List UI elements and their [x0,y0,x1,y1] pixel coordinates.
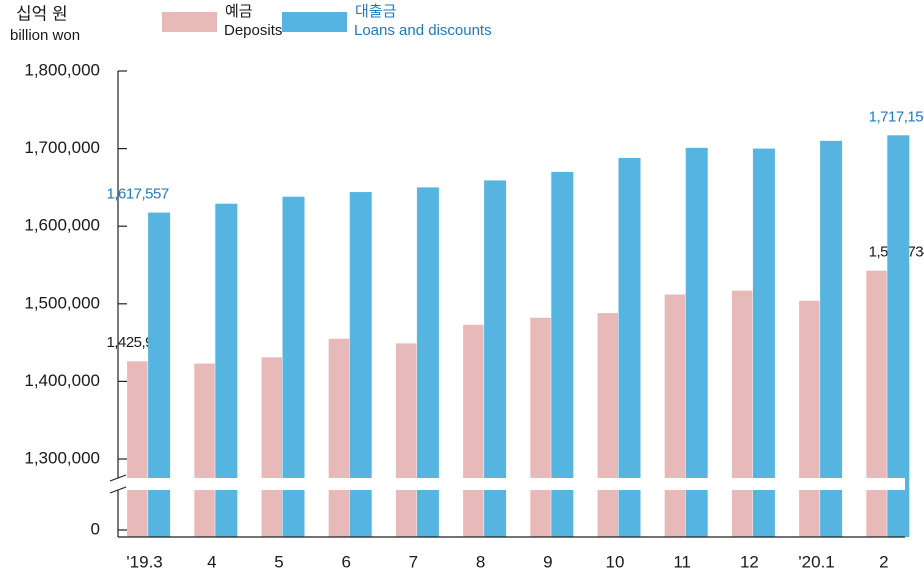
x-tick-label: 10 [606,552,625,571]
x-tick-label: 6 [341,552,350,571]
bar [597,313,618,537]
bar [148,212,171,537]
x-tick-label: '20.1 [798,552,834,571]
y-tick-label: 1,300,000 [24,448,100,467]
bar [731,290,753,537]
bar [261,357,282,537]
legend-label: 대출금 [355,3,397,20]
bar [752,148,775,537]
x-tick-label: '19.3 [126,552,162,571]
bar [349,192,372,537]
axis-break-gap [110,478,905,490]
x-tick-label: 2 [879,552,888,571]
bar [127,361,148,537]
legend-label-en: Deposits [224,22,282,39]
bar [551,171,574,537]
y-tick-label: 0 [91,519,100,538]
bar [463,324,484,537]
y-tick-label: 1,400,000 [24,371,100,390]
y-tick-label: 1,500,000 [24,293,100,312]
x-tick-label: 12 [740,552,759,571]
y-unit-label-en: billion won [10,27,80,44]
x-tick-label: 5 [274,552,283,571]
x-tick-label: 7 [409,552,418,571]
data-label: 1,617,557 [106,186,168,203]
legend-swatch [282,12,347,32]
bar [416,187,439,537]
legend-label-en: Loans and discounts [354,22,492,39]
bar [530,317,551,537]
data-label: 1,717,156 [869,108,924,125]
x-tick-label: 9 [543,552,552,571]
x-tick-label: 4 [207,552,216,571]
bar [866,270,887,537]
x-tick-label: 8 [476,552,485,571]
bar [664,294,686,537]
bar [887,135,910,538]
bar [484,180,507,537]
bar [194,363,215,537]
y-tick-label: 1,800,000 [24,60,100,79]
bar [328,338,350,537]
y-tick-label: 1,700,000 [24,138,100,157]
y-tick-label: 1,600,000 [24,216,100,235]
bar [282,196,305,537]
bar [799,300,820,537]
legend-swatch [162,12,217,32]
bar [820,140,843,537]
legend-label: 예금 [225,3,253,20]
bar [395,343,417,537]
y-unit-label: 십억 원 [16,4,68,23]
bar [685,147,708,537]
bar [618,157,641,538]
bar [215,203,238,538]
x-tick-label: 11 [673,552,691,571]
